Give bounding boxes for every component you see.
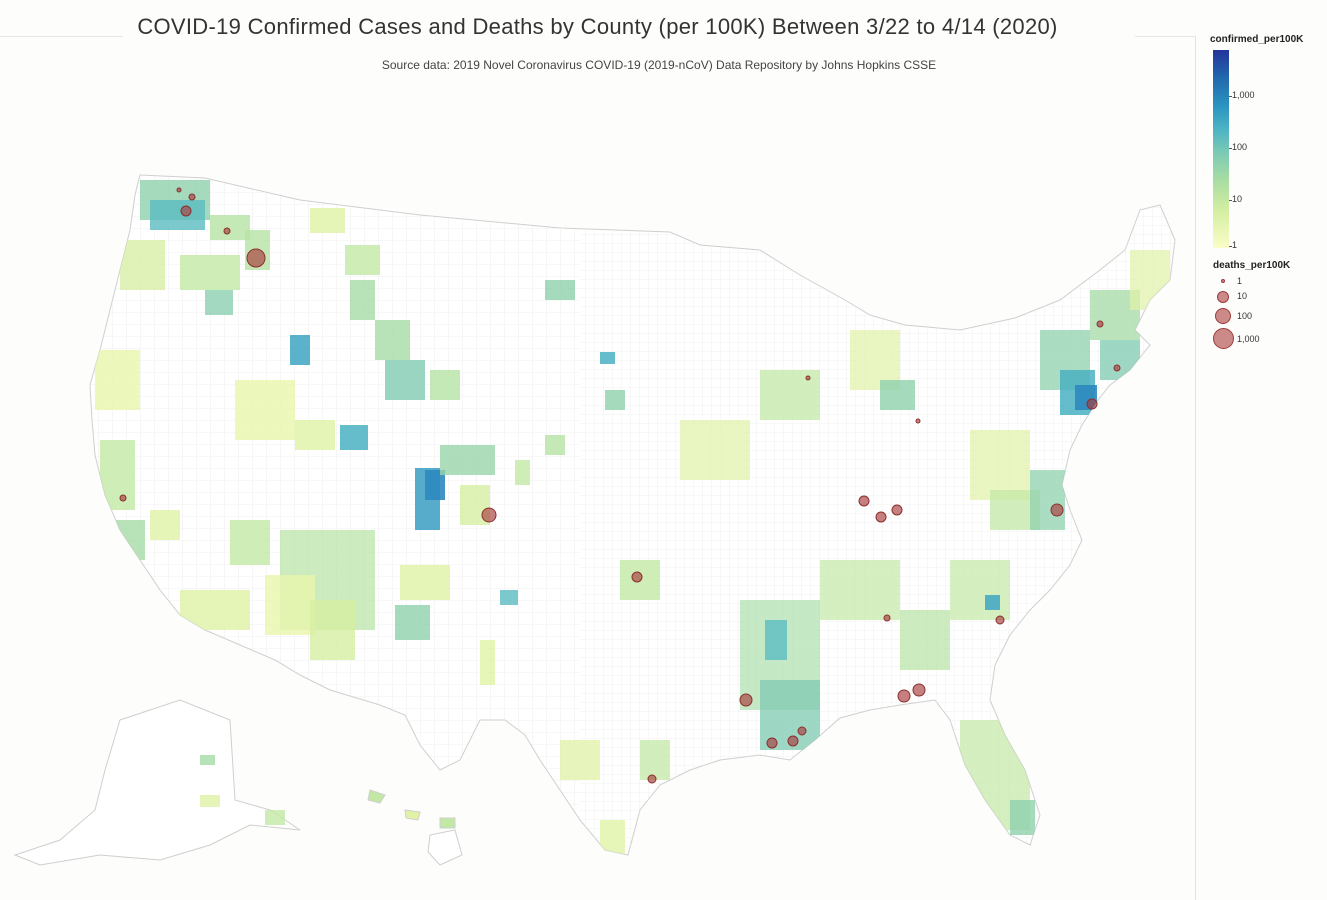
title-container: COVID-19 Confirmed Cases and Deaths by C… xyxy=(0,14,1195,40)
deaths-legend-title: deaths_per100K xyxy=(1213,260,1291,271)
death-size-circle xyxy=(1217,291,1229,303)
death-markers xyxy=(119,187,1121,784)
confirmed-color-ramp xyxy=(1213,50,1229,248)
death-marker[interactable] xyxy=(1050,503,1064,517)
death-marker[interactable] xyxy=(912,683,926,697)
death-marker[interactable] xyxy=(787,735,799,747)
death-marker[interactable] xyxy=(176,187,182,193)
death-marker[interactable] xyxy=(481,507,497,523)
tick-mark xyxy=(1229,200,1232,201)
death-marker[interactable] xyxy=(875,511,887,523)
title-rule-right xyxy=(1135,36,1195,37)
hawaii xyxy=(367,789,463,866)
death-marker[interactable] xyxy=(897,689,911,703)
choropleth-counties xyxy=(95,180,1170,855)
confirmed-legend-title: confirmed_per100K xyxy=(1210,34,1304,45)
death-size-circle xyxy=(1213,328,1234,349)
map-title: COVID-19 Confirmed Cases and Deaths by C… xyxy=(123,14,1072,40)
alaska xyxy=(13,699,301,866)
death-marker[interactable] xyxy=(891,504,903,516)
death-marker[interactable] xyxy=(180,205,192,217)
death-marker[interactable] xyxy=(119,494,127,502)
confirmed-legend: confirmed_per100K 1,000 100 10 1 xyxy=(1210,34,1327,250)
tick-1000: 1,000 xyxy=(1232,90,1255,100)
death-marker[interactable] xyxy=(915,418,921,424)
death-marker[interactable] xyxy=(995,615,1005,625)
death-marker[interactable] xyxy=(1086,398,1098,410)
tick-mark xyxy=(1229,96,1232,97)
tick-mark xyxy=(1229,148,1232,149)
death-marker[interactable] xyxy=(883,614,891,622)
death-marker[interactable] xyxy=(223,227,231,235)
deaths-label-100: 100 xyxy=(1237,311,1253,321)
us-county-map[interactable] xyxy=(0,80,1195,900)
death-marker[interactable] xyxy=(1096,320,1104,328)
death-marker[interactable] xyxy=(188,193,196,201)
tick-1: 1 xyxy=(1232,240,1238,250)
tick-mark xyxy=(1229,246,1232,247)
death-size-circle xyxy=(1221,279,1225,283)
death-marker[interactable] xyxy=(805,375,811,381)
death-size-circle xyxy=(1215,308,1231,324)
death-marker[interactable] xyxy=(797,726,807,736)
tick-100: 100 xyxy=(1232,142,1248,152)
deaths-label-10: 10 xyxy=(1237,291,1248,301)
title-rule-left xyxy=(0,36,190,37)
death-marker[interactable] xyxy=(246,248,266,268)
deaths-label-1000: 1,000 xyxy=(1237,334,1260,344)
map-subtitle: Source data: 2019 Novel Coronavirus COVI… xyxy=(381,58,937,72)
death-marker[interactable] xyxy=(647,774,657,784)
deaths-label-1: 1 xyxy=(1237,276,1243,286)
death-marker[interactable] xyxy=(631,571,643,583)
death-marker[interactable] xyxy=(1113,364,1121,372)
death-marker[interactable] xyxy=(858,495,870,507)
death-marker[interactable] xyxy=(739,693,753,707)
tick-10: 10 xyxy=(1232,194,1243,204)
death-marker[interactable] xyxy=(766,737,778,749)
legend-divider xyxy=(1195,36,1196,900)
county-grid xyxy=(90,175,1175,855)
